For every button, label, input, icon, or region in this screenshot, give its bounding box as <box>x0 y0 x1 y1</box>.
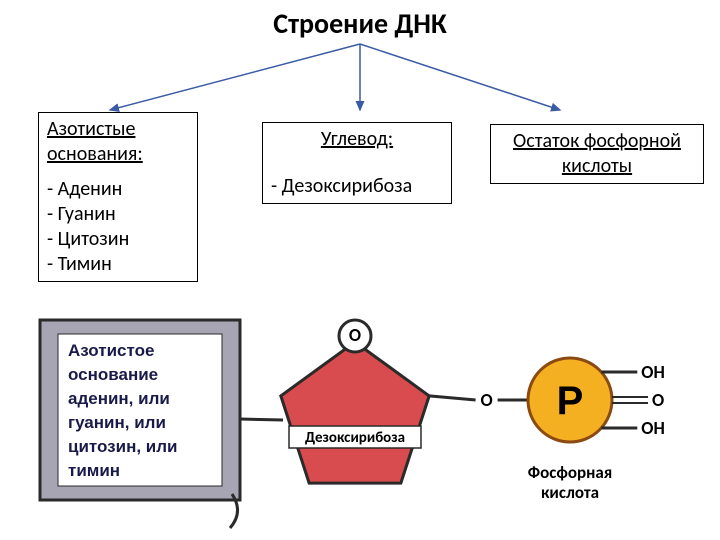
box1-item: - Аденин <box>47 177 189 202</box>
svg-text:OH: OH <box>641 361 665 383</box>
box1-item: - Тимин <box>47 252 189 277</box>
nucleotide-diagram: Азотистое основание аденин, или гуанин, или… <box>0 290 720 540</box>
page-title: Строение ДНК <box>0 0 720 41</box>
svg-text:цитозин, или: цитозин, или <box>68 437 177 456</box>
box-nitrogen-bases: Азотистые основания: - Аденин - Гуанин -… <box>38 112 198 282</box>
box2-title: Углевод: <box>271 127 443 152</box>
svg-text:O: O <box>652 389 664 411</box>
box3-title: Остаток фосфорной кислоты <box>499 129 695 179</box>
svg-text:OH: OH <box>641 417 665 439</box>
branch-arrows <box>0 40 720 120</box>
svg-text:O: O <box>349 324 361 346</box>
svg-text:O: O <box>480 389 492 411</box>
svg-text:аденин, или: аденин, или <box>68 389 170 408</box>
svg-text:Дезоксирибоза: Дезоксирибоза <box>305 429 405 447</box>
box1-item: - Гуанин <box>47 202 189 227</box>
svg-text:основание: основание <box>68 365 158 384</box>
svg-text:кислота: кислота <box>541 482 599 503</box>
svg-text:Азотистое: Азотистое <box>68 341 154 360</box>
box-carbohydrate: Углевод: - Дезоксирибоза <box>262 122 452 204</box>
box1-title: Азотистые основания: <box>47 117 189 167</box>
box2-item: - Дезоксирибоза <box>271 174 443 199</box>
svg-text:гуанин, или: гуанин, или <box>68 413 166 432</box>
svg-text:P: P <box>557 379 584 423</box>
box1-item: - Цитозин <box>47 227 189 252</box>
svg-text:тимин: тимин <box>68 461 120 480</box>
box-phosphate-residue: Остаток фосфорной кислоты <box>490 124 704 184</box>
svg-text:Фосфорная: Фосфорная <box>528 462 612 483</box>
